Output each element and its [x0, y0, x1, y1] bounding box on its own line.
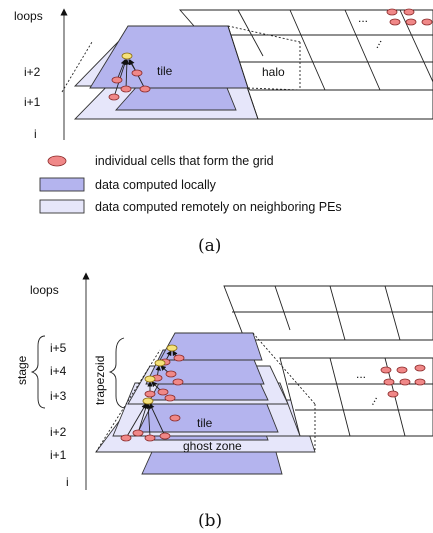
stencil-b	[120, 344, 185, 442]
tile-label-a: tile	[157, 64, 173, 78]
ghost-zone-label: ghost zone	[183, 439, 242, 453]
legend-cell-text: individual cells that form the grid	[95, 154, 274, 168]
legend-remote-text: data computed remotely on neighboring PE…	[95, 200, 342, 214]
remote-cells-b	[380, 364, 426, 398]
panel-a: loops i+2 i+1 i	[14, 8, 433, 141]
level-label-b-i5: i+5	[50, 341, 67, 355]
level-label-b-i4: i+4	[50, 364, 67, 378]
level-label-b-i: i	[66, 475, 69, 489]
level-label-a-i1: i+1	[24, 95, 41, 109]
level-label-a-i2: i+2	[24, 65, 41, 79]
caption-a: (a)	[198, 236, 221, 256]
plane-a-i2	[89, 9, 433, 91]
stencil-a	[108, 52, 151, 101]
remote-cells-a	[386, 8, 433, 26]
ellipsis-a1: ...	[358, 11, 368, 25]
level-label-b-i2: i+2	[50, 425, 67, 439]
legend-remote-swatch	[39, 199, 85, 214]
level-label-b-i3: i+3	[50, 389, 67, 403]
legend: individual cells that form the grid data…	[39, 154, 342, 214]
trapezoid-label: trapezoid	[93, 356, 107, 405]
plane-b-i5	[159, 285, 433, 361]
ellipsis-b1: ...	[356, 367, 366, 381]
level-label-b-i1: i+1	[50, 448, 67, 462]
loops-label-a: loops	[14, 9, 43, 23]
loops-label-b: loops	[30, 283, 59, 297]
legend-local-text: data computed locally	[95, 178, 217, 192]
stage-label: stage	[15, 355, 29, 385]
halo-label-a: halo	[262, 65, 285, 79]
tile-label-b: tile	[197, 416, 213, 430]
panel-b: loops stage i+5 i+4 i+3 i+2 i+1 i trapez…	[15, 272, 433, 490]
legend-cell-swatch	[47, 155, 67, 167]
caption-b: (b)	[198, 511, 222, 531]
legend-local-swatch	[39, 177, 85, 192]
level-label-a-i: i	[34, 127, 37, 141]
